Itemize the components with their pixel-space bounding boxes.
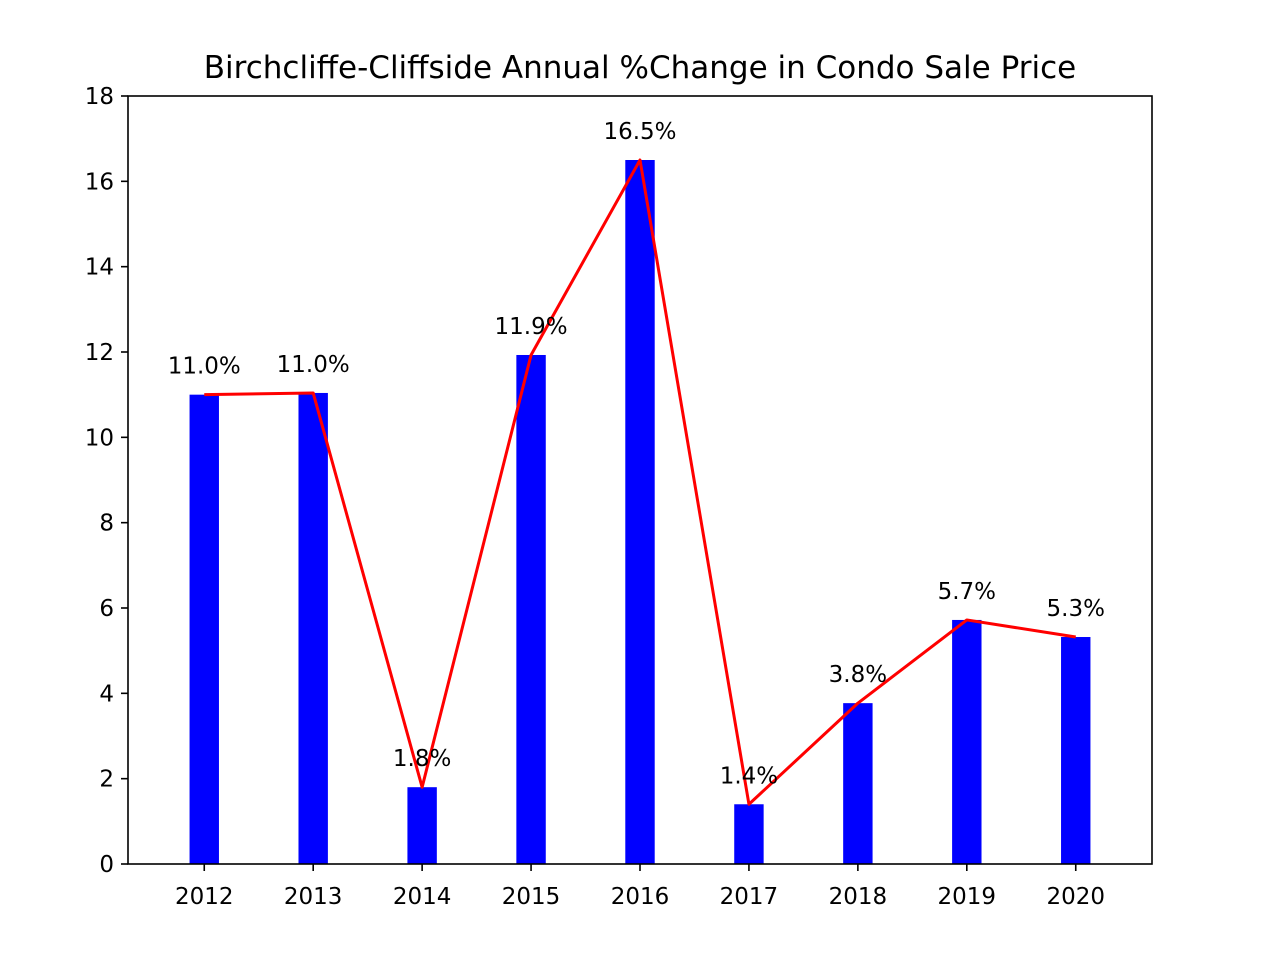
y-tick-label: 4: [99, 681, 114, 707]
bar-2020: [1061, 637, 1091, 864]
y-tick-label: 16: [85, 169, 114, 195]
x-tick-label: 2016: [611, 884, 670, 910]
x-tick-label: 2017: [720, 884, 779, 910]
trend-line: [204, 158, 1076, 806]
trend-line-layer: [204, 158, 1076, 806]
chart-title: Birchcliffe-Cliffside Annual %Change in …: [204, 50, 1076, 86]
data-label-2013: 11.0%: [277, 352, 350, 378]
bar-2016: [625, 160, 655, 864]
data-label-2016: 16.5%: [603, 119, 676, 145]
data-label-2019: 5.7%: [938, 579, 996, 605]
y-tick-label: 8: [99, 511, 114, 537]
y-tick-label: 12: [85, 340, 114, 366]
x-tick-label: 2013: [284, 884, 343, 910]
data-label-2020: 5.3%: [1047, 596, 1105, 622]
data-labels-layer: 11.0% 11.0% 1.8% 11.9% 16.5% 1.4% 3.8% 5.7% 5.3%: [168, 119, 1105, 789]
y-tick-label: 18: [85, 84, 114, 110]
data-label-2017: 1.4%: [720, 763, 778, 789]
x-tick-label: 2012: [175, 884, 234, 910]
x-tick-label: 2015: [502, 884, 561, 910]
bar-2017: [734, 804, 764, 864]
y-tick-label: 0: [99, 852, 114, 878]
bar-2015: [516, 354, 546, 864]
x-tick-label: 2020: [1046, 884, 1105, 910]
data-label-2014: 1.8%: [393, 746, 451, 772]
axes-layer: 0 2 4 6 8 10 12 14 16 18 2012 2013 2014 2015 2016 2017 2…: [85, 84, 1153, 910]
x-tick-label: 2018: [829, 884, 888, 910]
bar-2019: [952, 619, 982, 864]
data-label-2012: 11.0%: [168, 354, 241, 380]
y-tick-label: 6: [99, 596, 114, 622]
x-tick-label: 2014: [393, 884, 452, 910]
bar-2018: [843, 703, 873, 864]
bar-2013: [298, 392, 328, 864]
bar-2012: [189, 394, 219, 864]
y-tick-label: 14: [85, 255, 114, 281]
bar-2014: [407, 787, 437, 864]
y-tick-label: 10: [85, 425, 114, 451]
bars-layer: [189, 160, 1091, 864]
data-label-2018: 3.8%: [829, 662, 887, 688]
y-tick-label: 2: [99, 767, 114, 793]
x-tick-label: 2019: [938, 884, 997, 910]
data-label-2015: 11.9%: [495, 314, 568, 340]
